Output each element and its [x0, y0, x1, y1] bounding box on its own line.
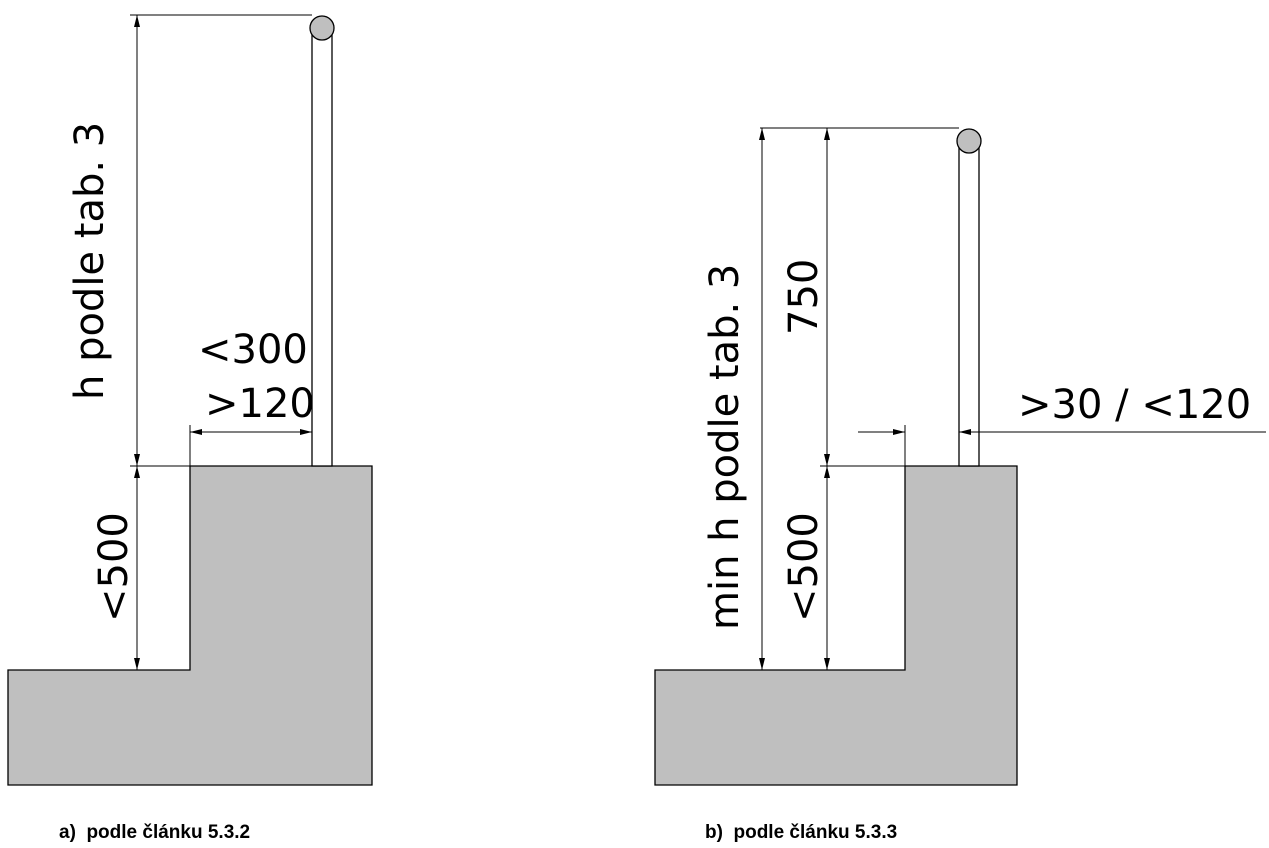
handrail-post-a [311, 29, 333, 467]
dim-text-min-offset-a: >120 [205, 381, 315, 427]
dim-text-gap-b: >30 / <120 [1018, 382, 1251, 428]
dim-text-step-b: <500 [781, 512, 827, 622]
caption-b: b) podle článku 5.3.3 [705, 822, 897, 843]
caption-a: a) podle článku 5.3.2 [59, 822, 250, 843]
handrail-knob-a [309, 15, 335, 41]
dim-text-max-offset-a: <300 [198, 327, 308, 373]
dim-text-height-a: h podle tab. 3 [67, 122, 113, 400]
panel-a: h podle tab. 3 <500 <300 >120 a) podle č… [7, 14, 373, 843]
dim-text-step-a: <500 [91, 512, 137, 622]
dim-text-rail-b: 750 [781, 259, 827, 335]
panel-b: min h podle tab. 3 750 <500 >30 / <120 b… [654, 127, 1266, 843]
dim-text-height-b: min h podle tab. 3 [702, 264, 748, 630]
wall-step-a [7, 465, 373, 786]
handrail-knob-b [956, 128, 982, 154]
handrail-post-b [958, 142, 980, 467]
